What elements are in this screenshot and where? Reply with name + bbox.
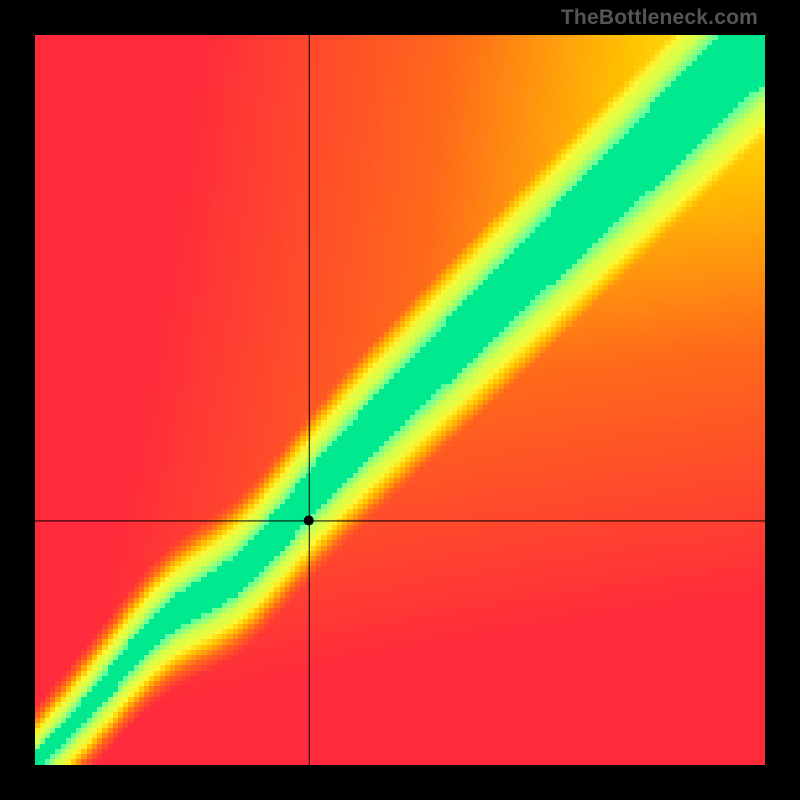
root: TheBottleneck.com xyxy=(0,0,800,800)
bottleneck-heatmap xyxy=(35,35,765,765)
heatmap-canvas xyxy=(35,35,765,765)
watermark-text: TheBottleneck.com xyxy=(561,6,758,30)
